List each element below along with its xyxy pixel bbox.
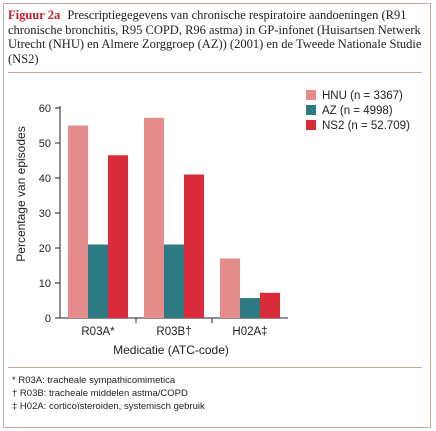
legend-swatch-series-2 <box>306 105 316 115</box>
bar-r03b-series-1 <box>144 117 164 318</box>
y-tick-labels: 0 10 20 30 40 50 60 <box>39 103 51 325</box>
bar-r03a-series-2 <box>88 244 108 318</box>
y-tick-label: 20 <box>39 243 51 255</box>
legend-swatch-series-1 <box>306 90 316 100</box>
chart-legend: HNU (n = 3367) AZ (n = 4998) NS2 (n = 52.7… <box>306 90 410 132</box>
bar-r03b-series-2 <box>164 244 184 318</box>
bar-h02a-series-1 <box>220 258 240 318</box>
legend-label-series-1: HNU (n = 3367) <box>322 90 403 102</box>
x-tick-label-r03a: R03A* <box>81 326 115 338</box>
figure-caption-text: Prescriptiegegevens van chronische respi… <box>8 8 422 66</box>
caption-divider <box>8 72 422 73</box>
bar-r03a-series-1 <box>68 125 88 318</box>
figure-label: Figuur 2a <box>8 8 61 22</box>
y-tick-label: 30 <box>39 208 51 220</box>
legend-label-series-2: AZ (n = 4998) <box>322 105 393 117</box>
chart-bars <box>68 117 280 318</box>
y-axis-label: Percentage van episodes <box>14 126 28 261</box>
footnotes: * R03A: tracheale sympathicomimetica † R… <box>12 374 422 413</box>
figure-caption: Figuur 2a Prescriptiegegevens van chroni… <box>8 8 422 66</box>
bar-h02a-series-3 <box>260 292 280 318</box>
y-tick-label: 60 <box>39 103 51 115</box>
footnote-r03a: * R03A: tracheale sympathicomimetica <box>12 375 176 386</box>
y-tick-label: 0 <box>45 313 51 325</box>
footnote-divider <box>8 367 422 368</box>
y-tick-label: 50 <box>39 138 51 150</box>
x-tick-label-r03b: R03B† <box>156 326 191 338</box>
x-tick-labels: R03A* R03B† H02A‡ <box>81 326 267 338</box>
bar-h02a-series-2 <box>240 298 260 318</box>
x-axis-label: Medicatie (ATC-code) <box>113 343 229 357</box>
legend-swatch-series-3 <box>306 120 316 130</box>
x-tick-label-h02a: H02A‡ <box>232 326 267 338</box>
footnote-h02a: ‡ H02A: corticoïsteroiden, systemisch ge… <box>12 401 205 412</box>
y-tick-label: 40 <box>39 173 51 185</box>
legend-label-series-3: NS2 (n = 52.709) <box>322 120 410 132</box>
bar-r03a-series-3 <box>108 155 128 318</box>
footnote-r03b: † R03B: tracheale middelen astma/COPD <box>12 388 188 399</box>
y-tick-label: 10 <box>39 278 51 290</box>
bar-r03b-series-3 <box>184 174 204 318</box>
